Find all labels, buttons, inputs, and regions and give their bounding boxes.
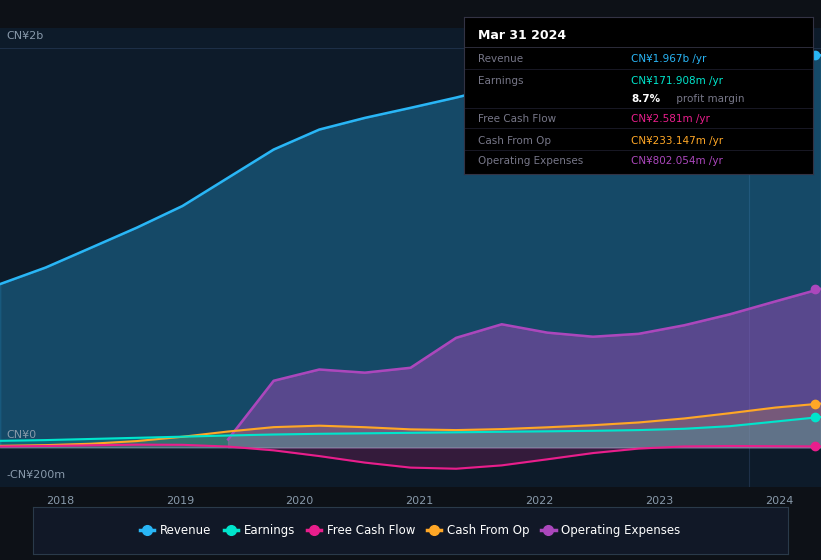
Text: Mar 31 2024: Mar 31 2024 [478, 29, 566, 43]
Text: Earnings: Earnings [478, 76, 523, 86]
Text: CN¥1.967b /yr: CN¥1.967b /yr [631, 54, 707, 64]
Legend: Revenue, Earnings, Free Cash Flow, Cash From Op, Operating Expenses: Revenue, Earnings, Free Cash Flow, Cash … [135, 519, 686, 542]
Text: CN¥233.147m /yr: CN¥233.147m /yr [631, 136, 723, 146]
Text: CN¥802.054m /yr: CN¥802.054m /yr [631, 156, 723, 166]
Text: Free Cash Flow: Free Cash Flow [478, 114, 556, 124]
Text: 2022: 2022 [525, 496, 553, 506]
Text: 2018: 2018 [46, 496, 74, 506]
Text: CN¥0: CN¥0 [6, 430, 36, 440]
Text: 2024: 2024 [765, 496, 793, 506]
Text: -CN¥200m: -CN¥200m [6, 470, 65, 480]
Text: CN¥2b: CN¥2b [6, 31, 44, 41]
Text: profit margin: profit margin [673, 94, 745, 104]
Text: 2020: 2020 [286, 496, 314, 506]
Text: CN¥171.908m /yr: CN¥171.908m /yr [631, 76, 723, 86]
Text: 8.7%: 8.7% [631, 94, 660, 104]
Text: 2021: 2021 [406, 496, 433, 506]
Text: CN¥2.581m /yr: CN¥2.581m /yr [631, 114, 710, 124]
Text: 2023: 2023 [645, 496, 673, 506]
Text: Operating Expenses: Operating Expenses [478, 156, 583, 166]
Text: Cash From Op: Cash From Op [478, 136, 551, 146]
Text: 2019: 2019 [166, 496, 194, 506]
Text: Revenue: Revenue [478, 54, 523, 64]
